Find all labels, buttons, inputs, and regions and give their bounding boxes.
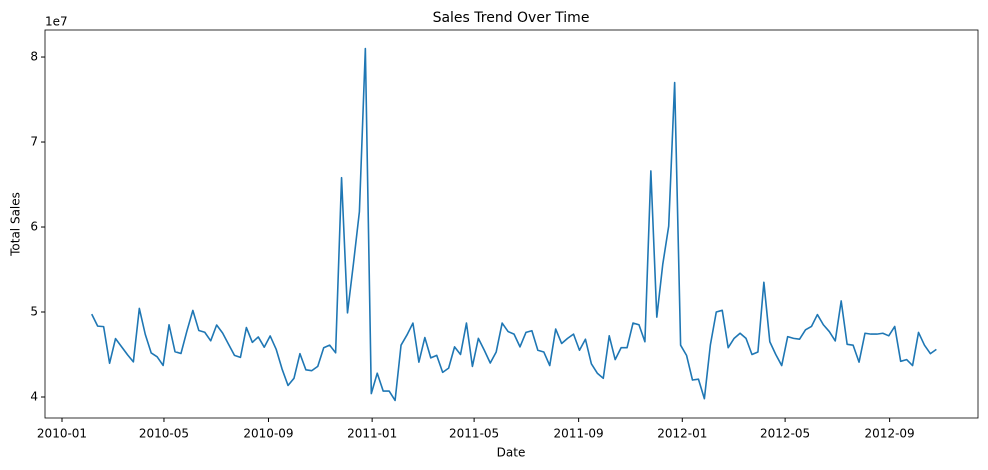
y-tick-label: 7 bbox=[30, 135, 38, 149]
y-tick-label: 8 bbox=[30, 50, 38, 64]
y-tick-label: 6 bbox=[30, 220, 38, 234]
x-tick-label: 2011-09 bbox=[554, 427, 604, 441]
sales-line bbox=[91, 47, 937, 402]
x-tick-label: 2012-01 bbox=[657, 427, 707, 441]
y-axis-label: Total Sales bbox=[9, 192, 23, 257]
x-tick-label: 2011-05 bbox=[449, 427, 499, 441]
y-tick-label: 4 bbox=[30, 390, 38, 404]
x-tick-label: 2012-05 bbox=[760, 427, 810, 441]
chart-title: Sales Trend Over Time bbox=[433, 10, 590, 26]
x-tick-label: 2010-09 bbox=[243, 427, 293, 441]
x-tick-label: 2010-05 bbox=[139, 427, 189, 441]
y-tick-label: 5 bbox=[30, 305, 38, 319]
x-axis-label: Date bbox=[497, 446, 526, 460]
x-tick-label: 2012-09 bbox=[865, 427, 915, 441]
plot-frame bbox=[44, 29, 979, 419]
y-offset-label: 1e7 bbox=[45, 15, 68, 29]
x-tick-label: 2011-01 bbox=[347, 427, 397, 441]
x-tick-label: 2010-01 bbox=[37, 427, 87, 441]
